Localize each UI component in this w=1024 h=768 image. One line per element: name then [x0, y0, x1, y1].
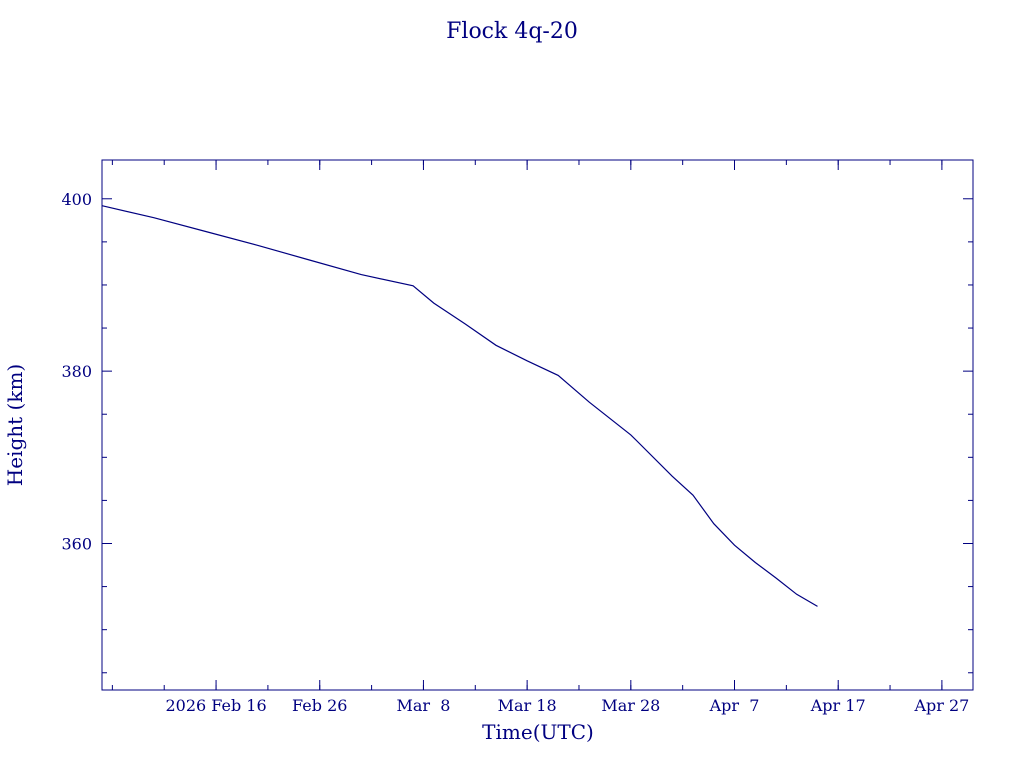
chart-title: Flock 4q-20 [446, 19, 578, 44]
y-tick-label: 380 [61, 362, 92, 381]
x-tick-label: Mar 18 [498, 696, 557, 715]
plot-frame [101, 159, 974, 691]
y-tick-label: 360 [61, 534, 92, 553]
x-tick-labels: 2026 Feb 16 Feb 26 Mar 8 Mar 18 Mar 28 Apr 7 A… [165, 696, 969, 715]
x-tick-label: Apr 17 [810, 696, 866, 715]
axis-ticks [102, 160, 973, 690]
y-tick-labels: 360 380 400 [61, 190, 92, 554]
x-tick-label: Apr 27 [913, 696, 969, 715]
height-series-line [101, 205, 818, 607]
x-tick-label: Apr 7 [709, 696, 760, 715]
x-axis-label: Time(UTC) [482, 720, 594, 744]
y-axis-label: Height (km) [3, 364, 27, 486]
x-tick-label: Mar 8 [396, 696, 450, 715]
x-tick-label: Feb 26 [292, 696, 347, 715]
x-tick-label: Mar 28 [601, 696, 660, 715]
x-tick-label: 2026 Feb 16 [165, 696, 266, 715]
y-tick-label: 400 [61, 190, 92, 209]
